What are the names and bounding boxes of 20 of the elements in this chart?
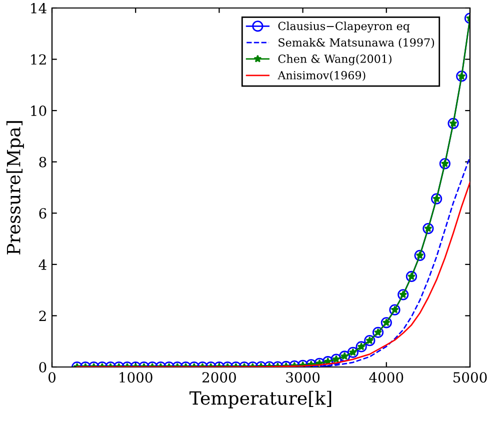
- y-axis-title: Pressure[Mpa]: [6, 121, 24, 254]
- y-tick-label: 10: [31, 106, 46, 116]
- legend-label: Clausius−Clapeyron eq: [278, 22, 410, 32]
- y-tick-label: 14: [31, 2, 46, 14]
- x-tick-label: 3000: [286, 372, 320, 383]
- x-tick-label: 5000: [454, 372, 487, 383]
- legend-label: Anisimov(1969): [278, 70, 366, 82]
- y-tick-label: 6: [39, 208, 46, 219]
- x-tick-label: 0: [48, 372, 56, 383]
- x-tick-label: 1000: [120, 372, 152, 383]
- y-tick-label: 8: [39, 156, 46, 168]
- x-tick-label: 4000: [369, 372, 404, 383]
- x-tick-label: 2000: [202, 372, 236, 383]
- y-tick-label: 0: [39, 362, 46, 372]
- legend-label: Semak& Matsunawa (1997): [278, 38, 434, 48]
- y-tick-label: 2: [39, 310, 46, 321]
- legend-label: Chen & Wang(2001): [278, 54, 392, 66]
- y-tick-label: 12: [31, 54, 46, 65]
- x-axis-title: Temperature[k]: [190, 390, 332, 408]
- y-tick-label: 4: [38, 259, 46, 270]
